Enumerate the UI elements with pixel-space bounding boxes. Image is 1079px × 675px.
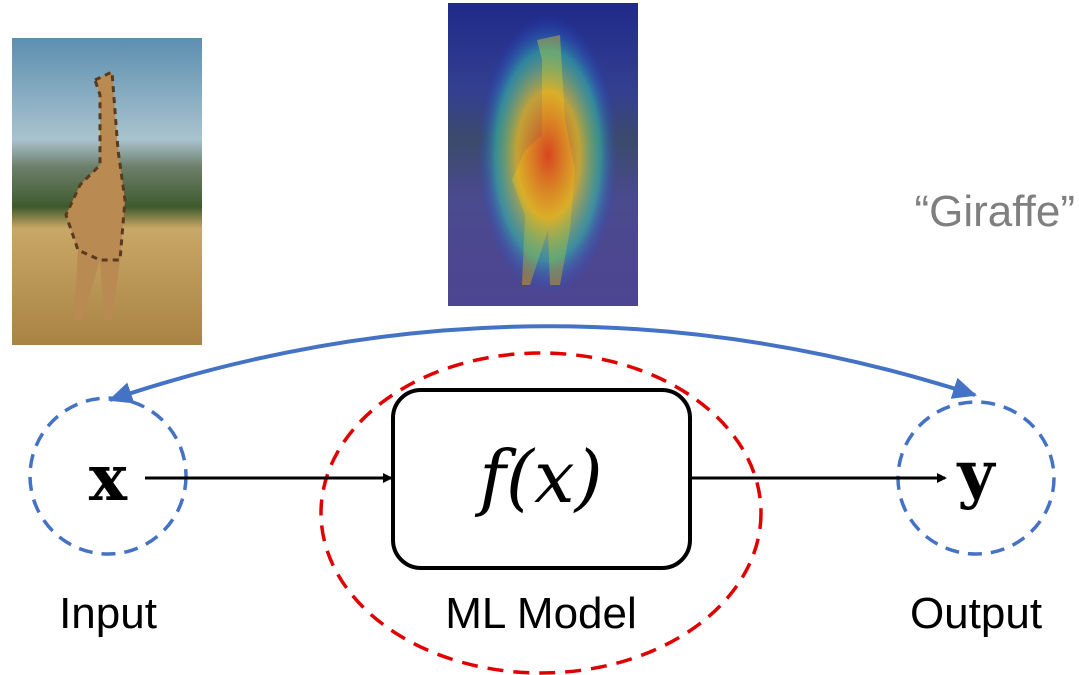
prediction: “Giraffe” (914, 187, 1075, 236)
saliency-image (448, 3, 638, 306)
model-symbol: f(x) (474, 435, 602, 519)
input-image (12, 38, 202, 345)
page: x f(x) y Input ML Model Output “Giraffe”… (0, 0, 1079, 675)
input-label: Input (59, 589, 157, 638)
input-symbol: x (89, 441, 128, 516)
model-label: ML Model (445, 589, 637, 638)
diagram: x f(x) y Input ML Model Output “Giraffe” (0, 0, 1079, 675)
output-label: Output (910, 589, 1042, 638)
output-symbol: y (956, 437, 996, 512)
